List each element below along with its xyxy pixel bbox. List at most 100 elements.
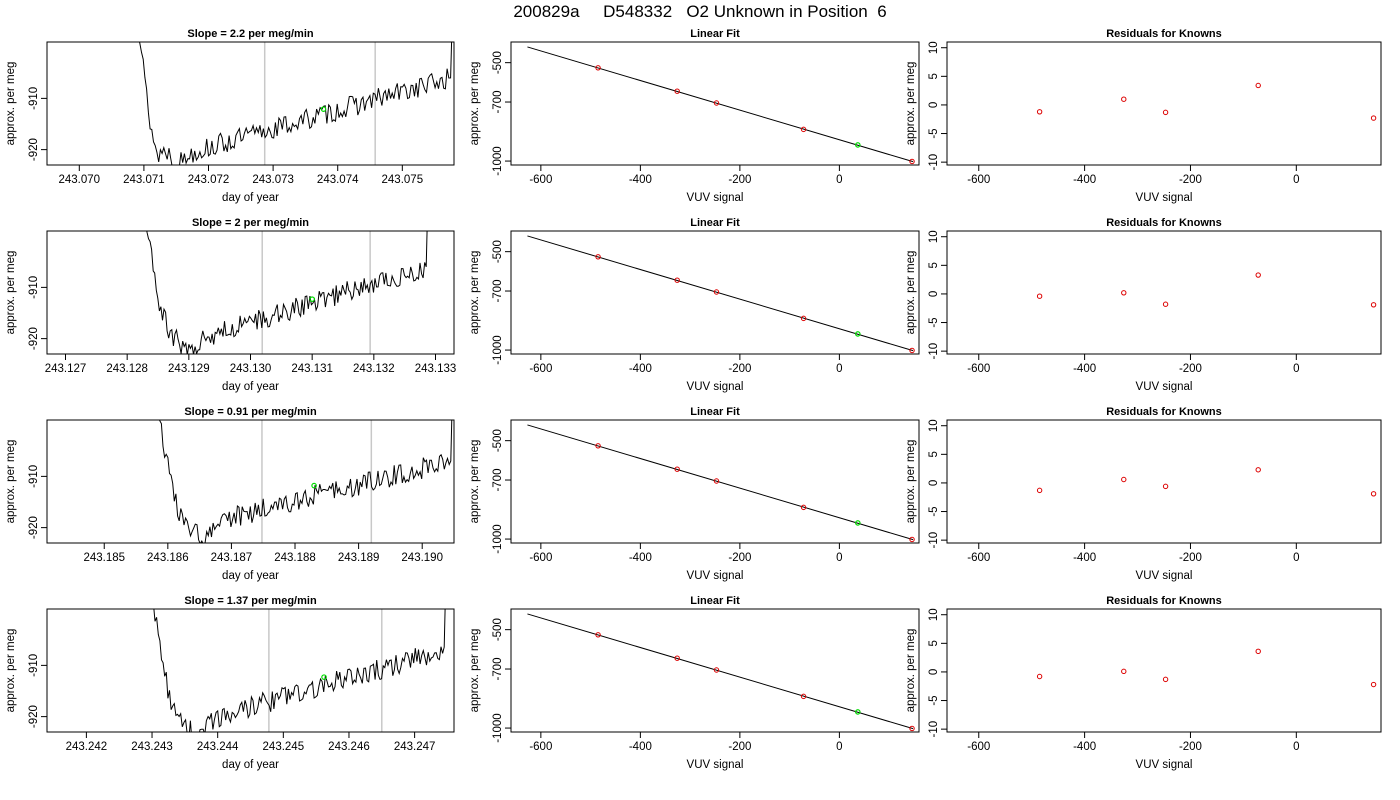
known-point [800, 693, 807, 700]
known-point [1370, 491, 1377, 497]
x-tick-label: -600 [967, 174, 990, 186]
plot-area [527, 424, 915, 543]
x-tick-label: 243.185 [83, 552, 125, 564]
y-tick-label: -1000 [492, 146, 504, 175]
x-tick-label: 0 [836, 741, 842, 753]
y-tick-label: -700 [492, 469, 504, 492]
page-title: 200829a D548332 O2 Unknown in Position 6 [513, 2, 887, 21]
x-tick-label: -600 [529, 552, 552, 564]
unknown-point [320, 106, 327, 112]
plot-frame [946, 41, 1382, 166]
plot-area [139, 42, 453, 165]
known-point [1036, 673, 1043, 680]
known-point [713, 478, 720, 484]
known-point [1121, 668, 1127, 675]
plot-frame [510, 419, 920, 544]
y-tick-label: -10 [928, 532, 940, 549]
y-tick-label: -5 [928, 506, 940, 516]
plot-area [527, 613, 915, 732]
x-tick-label: 243.133 [415, 363, 457, 375]
x-tick-label: 243.072 [188, 174, 230, 186]
unknown-point [854, 331, 861, 337]
x-tick-label: 243.070 [59, 174, 101, 186]
panel-1-3: Residuals for Knowns -600 -400 -200 0 -10 -5 0 5… [905, 28, 1382, 204]
known-point [1162, 483, 1169, 490]
known-point [1255, 82, 1261, 89]
x-tick-label: 243.128 [106, 363, 148, 375]
y-tick-label: -500 [492, 429, 504, 452]
x-tick-label: 0 [1293, 552, 1299, 564]
panel-title: Slope = 2.2 per meg/min [187, 28, 314, 40]
x-axis-label: VUV signal [687, 759, 744, 771]
x-axis-label: VUV signal [1136, 570, 1193, 582]
x-tick-label: -600 [967, 741, 990, 753]
y-tick-label: -700 [492, 91, 504, 114]
x-tick-label: -600 [529, 363, 552, 375]
plot-frame [46, 419, 455, 544]
y-tick-label: -920 [28, 138, 40, 161]
plot-area [1036, 82, 1377, 121]
y-tick-label: 0 [928, 291, 940, 297]
panel-title: Linear Fit [690, 28, 740, 40]
unknown-point [854, 520, 861, 526]
y-tick-label: 5 [928, 262, 940, 268]
x-tick-label: -400 [629, 741, 652, 753]
fit-line [527, 46, 914, 163]
plot-area [1036, 467, 1377, 497]
panel-title: Slope = 1.37 per meg/min [184, 595, 317, 607]
known-point [1036, 487, 1043, 494]
panel-title: Linear Fit [690, 595, 740, 607]
x-axis-label: day of year [222, 759, 279, 771]
series-line [146, 231, 428, 354]
known-point [909, 725, 915, 732]
unknown-point [854, 142, 861, 148]
y-tick-label: 0 [928, 480, 940, 486]
known-point [1255, 648, 1261, 655]
x-tick-label: 243.244 [197, 741, 239, 753]
y-tick-label: -5 [928, 317, 940, 327]
y-tick-label: 0 [928, 669, 940, 675]
x-tick-label: -600 [529, 741, 552, 753]
y-axis-label: approx. per meg [5, 251, 17, 335]
y-tick-label: 5 [928, 640, 940, 646]
x-axis-label: day of year [222, 381, 279, 393]
panel-2-2: Linear Fit -600 -400 -200 0 -500 -700 -1000 VUV … [469, 217, 920, 393]
x-tick-label: 243.187 [211, 552, 253, 564]
known-point [1370, 681, 1377, 688]
x-tick-label: -400 [1073, 174, 1096, 186]
known-point [595, 254, 601, 260]
y-tick-label: 5 [928, 451, 940, 457]
x-tick-label: 243.186 [147, 552, 189, 564]
plot-frame [946, 608, 1382, 733]
x-tick-label: -200 [728, 174, 751, 186]
y-tick-label: -10 [928, 721, 940, 738]
x-tick-label: -200 [1179, 552, 1202, 564]
x-tick-label: 243.075 [382, 174, 424, 186]
y-tick-label: -500 [492, 240, 504, 263]
x-tick-label: 243.130 [230, 363, 272, 375]
known-point [1036, 293, 1043, 299]
unknown-point [854, 709, 861, 715]
plot-frame [946, 230, 1382, 355]
panel-3-1: Slope = 0.91 per meg/min 243.185 243.186 24… [5, 406, 455, 582]
x-tick-label: -200 [1179, 174, 1202, 186]
known-point [713, 667, 720, 673]
panel-1-1: Slope = 2.2 per meg/min 243.070 243.071 243… [5, 28, 455, 204]
x-axis-label: VUV signal [1136, 381, 1193, 393]
y-axis-label: approx. per meg [905, 62, 917, 146]
plot-area [146, 231, 428, 354]
panel-title: Linear Fit [690, 406, 740, 418]
x-tick-label: 243.071 [123, 174, 165, 186]
fit-line [527, 235, 914, 352]
y-axis-label: approx. per meg [5, 62, 17, 146]
x-tick-label: -200 [728, 363, 751, 375]
x-tick-label: 243.245 [263, 741, 305, 753]
plot-frame [510, 230, 920, 355]
x-tick-label: -400 [1073, 552, 1096, 564]
panel-title: Residuals for Knowns [1106, 217, 1222, 229]
y-tick-label: -700 [492, 280, 504, 303]
y-tick-label: -920 [28, 516, 40, 539]
known-point [595, 443, 601, 449]
x-tick-label: 243.074 [317, 174, 359, 186]
